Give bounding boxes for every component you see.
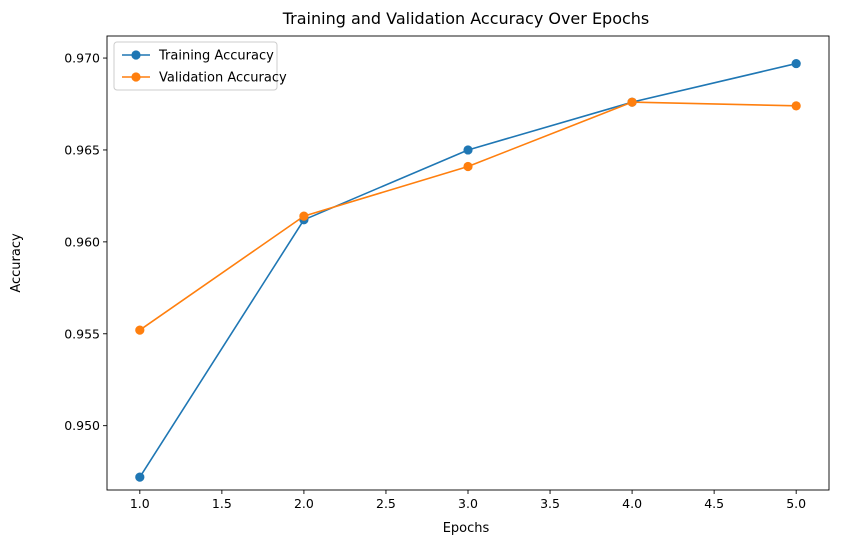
x-tick-label: 2.5 <box>376 496 396 511</box>
x-tick-label: 1.5 <box>212 496 232 511</box>
series-2-point <box>627 97 637 107</box>
x-axis-label: Epochs <box>443 521 490 536</box>
legend-label-1: Training Accuracy <box>158 49 274 64</box>
x-tick-label: 3.0 <box>458 496 478 511</box>
x-tick-label: 2.0 <box>294 496 314 511</box>
series-2-point <box>299 211 309 221</box>
y-tick-label: 0.965 <box>64 142 100 157</box>
plot-area <box>135 58 801 482</box>
y-axis-label: Accuracy <box>9 233 24 293</box>
x-tick-label: 1.0 <box>130 496 150 511</box>
legend-label-2: Validation Accuracy <box>159 71 287 86</box>
x-tick-label: 4.0 <box>622 496 642 511</box>
x-tick-label: 5.0 <box>786 496 806 511</box>
series-2-point <box>135 325 145 335</box>
y-tick-label: 0.950 <box>64 418 100 433</box>
legend-box <box>113 41 278 91</box>
legend-marker-2 <box>131 72 141 82</box>
series-1-point <box>135 472 145 482</box>
axes: 1.0 1.5 2.0 2.5 3.0 3.5 4.0 4.5 5.0 0.950 0.955 0.9… <box>64 35 830 511</box>
x-tick-label: 4.5 <box>704 496 724 511</box>
series-2-point <box>791 101 801 111</box>
chart-title: Training and Validation Accuracy Over Ep… <box>282 9 650 28</box>
series-1-point <box>791 58 801 69</box>
series-2-point <box>463 161 473 172</box>
series-1-point <box>463 145 473 155</box>
y-tick-label: 0.970 <box>64 51 100 66</box>
legend: Training Accuracy Validation Accuracy <box>113 41 287 91</box>
legend-marker-1 <box>131 50 141 60</box>
y-tick-label: 0.955 <box>64 326 100 341</box>
y-tick-label: 0.960 <box>64 234 100 249</box>
x-tick-label: 3.5 <box>540 496 560 511</box>
